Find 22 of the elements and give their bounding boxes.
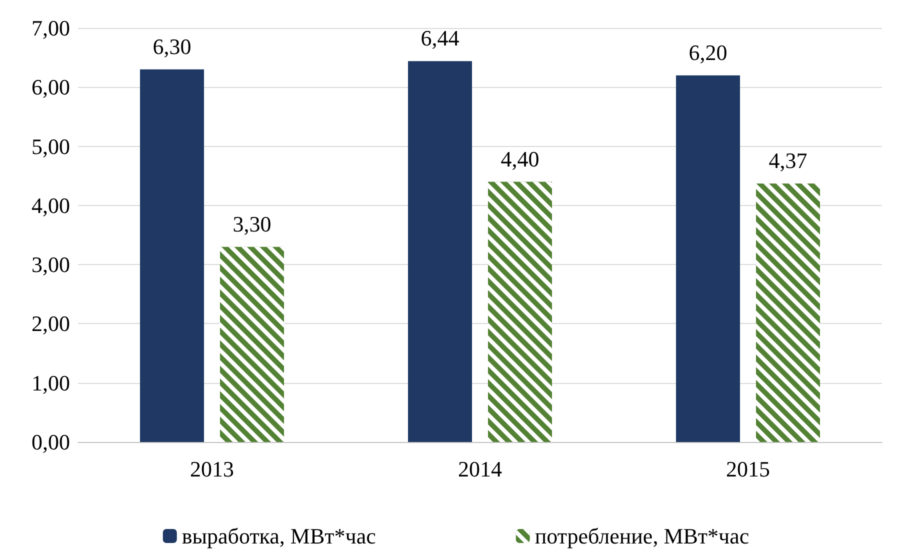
bar <box>408 61 472 442</box>
y-tick-label: 4,00 <box>32 192 70 218</box>
y-tick-label: 7,00 <box>32 16 70 40</box>
x-tick-label: 2014 <box>458 456 502 482</box>
data-label: 4,37 <box>768 148 808 174</box>
data-label: 6,44 <box>420 26 460 51</box>
y-tick-label: 1,00 <box>32 370 70 396</box>
data-label: 3,30 <box>232 211 272 236</box>
data-label: 6,20 <box>688 40 728 65</box>
y-tick-label: 5,00 <box>32 134 70 159</box>
x-tick-label: 2015 <box>726 456 770 482</box>
bar <box>140 69 204 442</box>
y-tick-label: 2,00 <box>32 311 70 336</box>
y-tick-label: 6,00 <box>32 74 70 100</box>
bar <box>676 75 740 442</box>
y-tick-label: 3,00 <box>32 252 70 278</box>
legend-label: выработка, МВт*час <box>182 524 376 548</box>
data-label: 6,30 <box>152 34 192 59</box>
data-label: 4,40 <box>500 146 540 172</box>
x-tick-label: 2013 <box>190 456 234 482</box>
y-tick-label: 0,00 <box>32 430 70 454</box>
legend-label: потребление, МВт*час <box>534 524 750 548</box>
